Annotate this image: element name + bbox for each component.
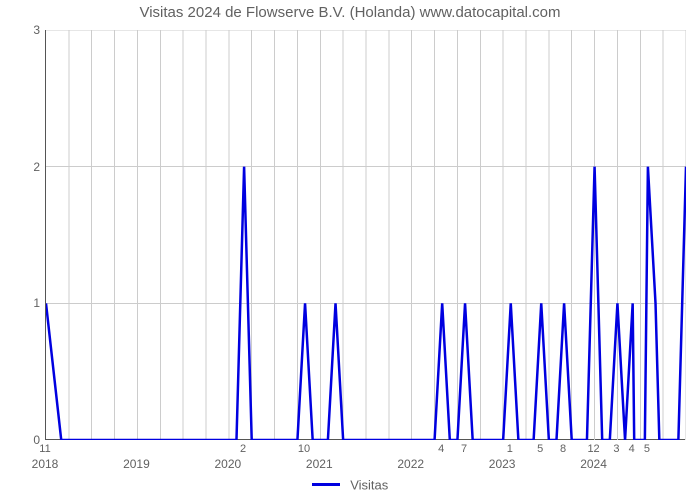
chart-svg	[46, 30, 686, 440]
x-tick-label: 2023	[489, 457, 516, 471]
data-label: 1	[507, 443, 513, 455]
data-label: 8	[560, 443, 566, 455]
legend: Visitas	[0, 476, 700, 494]
data-label: 12	[587, 443, 599, 455]
x-tick-label: 2024	[580, 457, 607, 471]
data-label: 4	[438, 443, 444, 455]
data-label: 4	[629, 443, 635, 455]
x-tick-label: 2021	[306, 457, 333, 471]
legend-label: Visitas	[350, 477, 388, 492]
data-label: 3	[613, 443, 619, 455]
data-label: 2	[240, 443, 246, 455]
x-tick-label: 2022	[397, 457, 424, 471]
x-tick-label: 2018	[32, 457, 59, 471]
x-tick-label: 2019	[123, 457, 150, 471]
data-label: 7	[461, 443, 467, 455]
data-label: 11	[39, 443, 50, 455]
data-label: 5	[537, 443, 543, 455]
grid	[46, 30, 686, 440]
data-label: 10	[298, 443, 310, 455]
chart-title: Visitas 2024 de Flowserve B.V. (Holanda)…	[0, 4, 700, 21]
plot-area	[45, 30, 685, 440]
y-tick-label: 2	[33, 160, 40, 174]
data-label: 5	[644, 443, 650, 455]
y-tick-label: 3	[33, 23, 40, 37]
x-tick-label: 2020	[214, 457, 241, 471]
legend-swatch	[312, 483, 340, 486]
y-tick-label: 1	[33, 296, 40, 310]
